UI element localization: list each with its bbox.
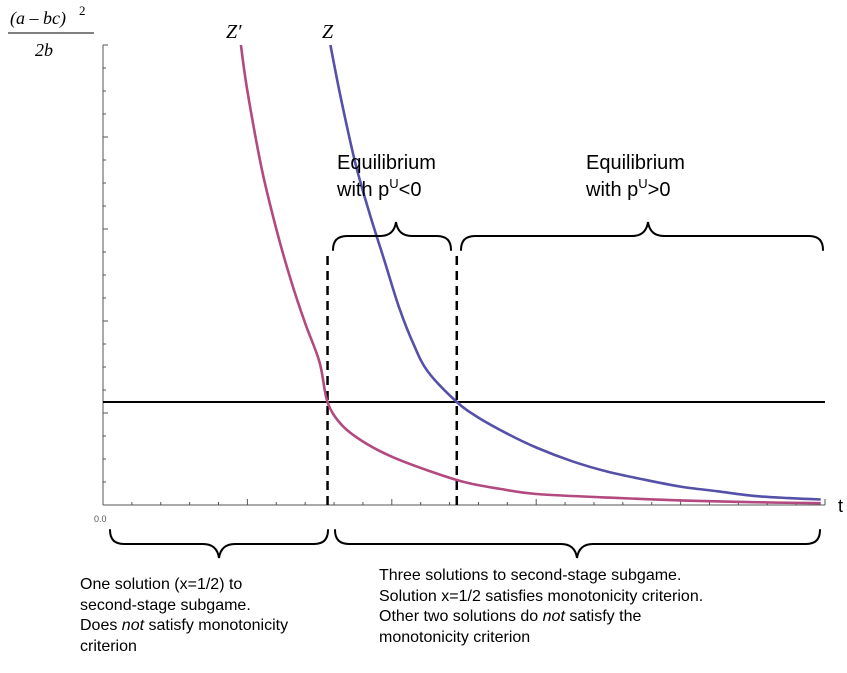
three-solutions-note-line2: Solution x=1/2 satisfies monotonicity cr… (379, 587, 704, 605)
brace-three-solutions (334, 529, 821, 559)
one-solution-note-line1: One solution (x=1/2) to (80, 576, 243, 593)
equilibrium-positive-label-line2: with pU>0 (585, 176, 670, 201)
one-solution-note-line2: second-stage subgame. (80, 596, 251, 614)
brace-equilibrium-negative (332, 221, 452, 251)
equilibrium-negative-label-line2: with pU<0 (336, 176, 421, 201)
x-axis-label: t (838, 496, 843, 516)
y-ticks (103, 44, 108, 483)
one-solution-note-line3: Does not satisfy monotonicity (80, 617, 289, 634)
brace-equilibrium-positive (460, 221, 824, 251)
y-axis-label-exponent: 2 (79, 3, 86, 18)
series-z-prime-line (239, 44, 821, 505)
brace-one-solution (109, 529, 329, 559)
series-z-line (329, 44, 821, 501)
y-axis-label-denominator: 2b (35, 40, 53, 60)
three-solutions-note-line3: Other two solutions do not satisfy the (379, 608, 642, 625)
axes (102, 45, 825, 506)
series-z-prime-label: Z′ (226, 21, 242, 43)
one-solution-note-line4: criterion (80, 637, 137, 655)
one-solution-note: One solution (x=1/2) to second-stage sub… (80, 575, 380, 657)
three-solutions-note-line1: Three solutions to second-stage subgame. (379, 567, 682, 584)
equilibrium-positive-label-line1: Equilibrium (586, 152, 685, 174)
series-z-label: Z (322, 21, 334, 43)
three-solutions-note-line4: monotonicity criterion (379, 628, 531, 646)
three-solutions-note: Three solutions to second-stage subgame.… (379, 566, 839, 648)
equilibrium-negative-label-line1: Equilibrium (337, 152, 436, 174)
y-axis-label-numerator: (a – bc) (10, 8, 66, 29)
x-origin-tick-label: 0.0 (94, 514, 107, 524)
